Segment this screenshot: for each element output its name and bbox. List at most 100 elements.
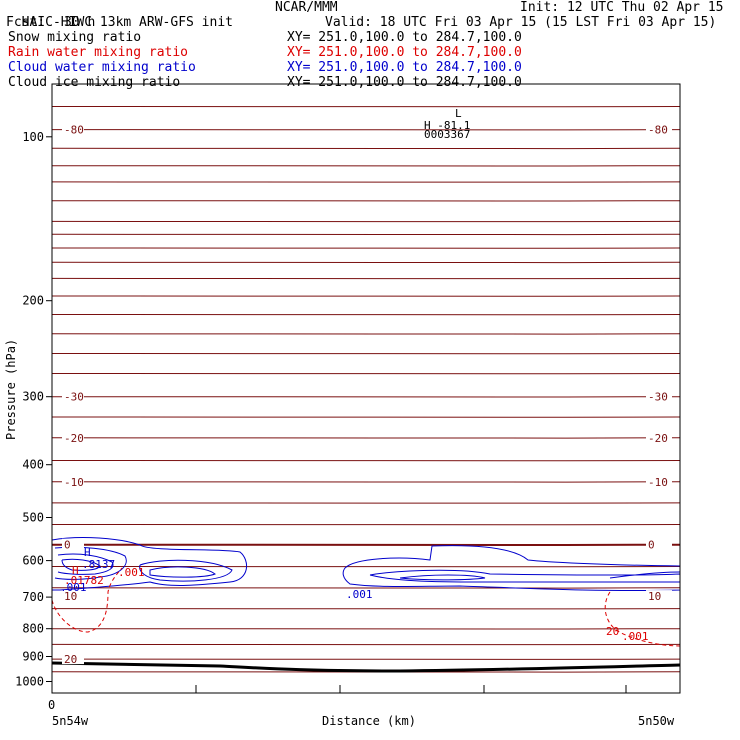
plot-frame <box>46 83 681 694</box>
header-title-left: HAIC-HIWC 13km ARW-GFS init <box>21 15 233 30</box>
cloud-contour-west-band2 <box>149 566 216 578</box>
isotherm-label-bg-west-5 <box>62 590 84 602</box>
y-tick-label-0: 100 <box>22 130 44 144</box>
isotherm-line-0 <box>51 105 681 108</box>
high-marker-value: 0003367 <box>424 128 470 141</box>
isotherm-label-bg-west-3 <box>62 475 84 487</box>
header-title: HAIC-HIWC 13km ARW-GFS init <box>6 0 233 30</box>
y-tick-label-8: 900 <box>22 650 44 664</box>
isotherm-line-6 <box>51 220 681 223</box>
terrain-surface-line <box>51 661 681 673</box>
isotherm-label-bg-east-0 <box>646 123 672 135</box>
y-tick-label-6: 700 <box>22 590 44 604</box>
y-tick-label-3: 400 <box>22 458 44 472</box>
y-tick-label-4: 500 <box>22 511 44 525</box>
y-tick-label-2: 300 <box>22 390 44 404</box>
header-init: Init: 12 UTC Thu 02 Apr 15 <box>520 0 724 15</box>
isotherm-label-bg-west-6 <box>62 653 84 665</box>
isotherm-label-west-5: 10 <box>64 590 77 603</box>
isotherm-label-bg-east-3 <box>646 475 672 487</box>
isotherm-label-west-3: -10 <box>64 476 84 489</box>
cloud-high-value: .8137 <box>82 558 115 571</box>
rain-contour-label-west: .001 <box>118 566 145 579</box>
isotherm-line-8 <box>51 247 681 249</box>
isotherm-label-bg-west-2 <box>62 431 84 443</box>
rain-contour-label-east: .001 <box>622 630 649 643</box>
cloud-contour-west-inner <box>57 553 114 575</box>
isotherm-line-2 <box>51 147 681 150</box>
isotherm-line-3 <box>51 164 681 167</box>
isotherm-line-20 <box>51 481 681 483</box>
isotherm-label-bg-west-1 <box>62 390 84 402</box>
isotherm-label-bg-west-4 <box>62 538 84 550</box>
isotherm-label-east-1: -30 <box>648 391 668 404</box>
cloud-contour-west-outer <box>51 537 248 591</box>
field-xy-rain: XY= 251.0,100.0 to 284.7,100.0 <box>287 45 522 60</box>
y-tick-label-7: 800 <box>22 622 44 636</box>
field-name-cloud-ice: Cloud ice mixing ratio <box>8 75 181 90</box>
temp-label-20-east: 20 <box>606 625 619 638</box>
isotherm-line-5 <box>51 199 681 202</box>
isotherm-line-12 <box>51 313 681 316</box>
isotherm-label-bg-east-1 <box>646 390 672 402</box>
isotherm-lines <box>51 105 681 673</box>
isotherm-line-15 <box>51 372 681 375</box>
isotherm-line-13 <box>51 333 681 335</box>
cloud-contour-west-mid <box>54 546 127 580</box>
y-tick-label-5: 600 <box>22 554 44 568</box>
isotherm-line-4 <box>51 181 681 183</box>
header-fcst-label: Fcst: <box>6 15 46 30</box>
cloud-contour-west-band <box>139 559 233 582</box>
isotherm-line-19 <box>51 459 681 462</box>
cloud-contour-label-west: .001 <box>60 581 87 594</box>
cloud-contour-label-east: .001 <box>346 588 373 601</box>
y-tick-label-1: 200 <box>22 294 44 308</box>
plot-border <box>51 83 681 694</box>
isotherm-labels: -80 -80 -30 -30 -20 -20 -10 -10 0 0 10 10 20 <box>62 123 672 666</box>
x-axis-label: Distance (km) <box>322 714 416 728</box>
isotherm-label-bg-east-5 <box>646 590 672 602</box>
isotherm-label-west-4: 0 <box>64 539 71 552</box>
isotherm-line-23 <box>51 543 681 546</box>
cloud-contour-west-core <box>61 558 101 571</box>
isotherm-line-27 <box>51 627 681 630</box>
isotherm-line-29 <box>51 658 681 660</box>
isotherm-label-bg-east-2 <box>646 431 672 443</box>
isotherm-line-7 <box>51 233 681 236</box>
isotherm-label-bg-east-4 <box>646 538 672 550</box>
isotherm-line-26 <box>51 607 681 610</box>
isotherm-line-14 <box>51 352 681 355</box>
x-start-label: 5n54w <box>52 714 89 728</box>
isotherm-line-21 <box>51 502 681 504</box>
isotherm-label-east-3: -10 <box>648 476 668 489</box>
field-name-rain: Rain water mixing ratio <box>8 45 189 60</box>
rain-high-marker: H <box>72 564 79 577</box>
field-name-snow: Snow mixing ratio <box>8 30 142 45</box>
isotherm-label-west-6: 20 <box>64 653 77 666</box>
isotherm-label-bg-west-0 <box>62 123 84 135</box>
high-marker-label: H -81.1 <box>424 119 470 132</box>
rain-high-value: .01782 <box>64 574 104 587</box>
isotherm-line-17 <box>51 416 681 418</box>
x-end-label: 5n50w <box>638 714 675 728</box>
isotherm-line-16 <box>51 395 681 398</box>
isotherm-label-east-2: -20 <box>648 432 668 445</box>
isotherm-line-18 <box>51 437 681 439</box>
y-tick-label-9: 1000 <box>15 675 44 689</box>
rain-contour-east <box>604 591 681 647</box>
cloud-contour-east-tail <box>609 571 681 579</box>
isotherm-line-28 <box>51 643 681 646</box>
isotherm-line-25 <box>51 587 681 589</box>
isotherm-label-east-4: 0 <box>648 539 655 552</box>
isotherm-line-10 <box>51 277 681 280</box>
axis-tick-labels: 100 200 300 400 500 600 700 800 900 1000 <box>15 130 44 689</box>
low-marker: L <box>455 107 462 120</box>
cloud-contour-east-outer <box>342 545 681 592</box>
cloud-high-marker: H <box>84 546 91 559</box>
field-xy-cloud-water: XY= 251.0,100.0 to 284.7,100.0 <box>287 60 522 75</box>
isotherm-label-east-5: 10 <box>648 590 661 603</box>
x-zero-label: 0 <box>48 698 55 712</box>
isotherm-line-11 <box>51 295 681 297</box>
cloud-contour-east-inner <box>399 574 486 581</box>
header-org: NCAR/MMM <box>275 0 338 15</box>
